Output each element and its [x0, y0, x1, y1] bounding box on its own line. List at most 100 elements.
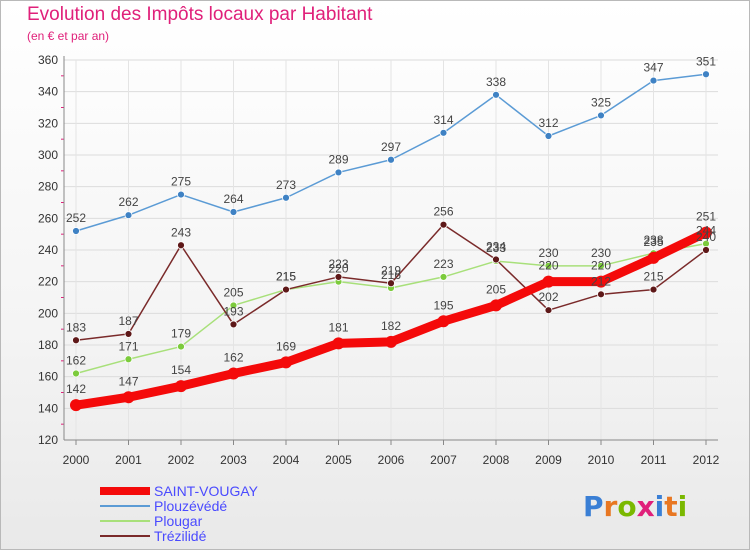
data-label-saint-vougay: 182	[381, 319, 401, 333]
data-label-plougar: 238	[643, 233, 663, 247]
x-tick-label: 2004	[273, 453, 300, 467]
data-point-saint-vougay	[122, 391, 135, 404]
data-point-plouzevede	[649, 76, 658, 85]
data-label-plouzevede: 289	[328, 152, 348, 166]
y-tick-label: 160	[38, 370, 58, 384]
data-label-saint-vougay: 235	[643, 235, 663, 249]
data-point-saint-vougay	[70, 399, 82, 412]
logo-letter: x	[636, 490, 655, 523]
x-tick-label: 2006	[378, 453, 405, 467]
data-label-plouzevede: 252	[66, 211, 86, 225]
data-point-saint-vougay	[490, 299, 502, 312]
x-tick-label: 2009	[535, 453, 562, 467]
data-point-saint-vougay	[332, 337, 345, 350]
data-label-saint-vougay: 205	[486, 282, 506, 296]
logo-letter: o	[617, 490, 637, 523]
data-point-trezilide	[649, 285, 658, 294]
data-label-plougar: 230	[538, 246, 558, 260]
data-label-trezilide: 215	[643, 270, 663, 284]
data-label-plougar: 205	[223, 285, 243, 299]
data-label-plouzevede: 262	[118, 195, 138, 209]
data-point-trezilide	[334, 273, 343, 281]
proxiti-logo: Proxiti	[583, 490, 687, 523]
y-tick-label: 360	[38, 53, 58, 67]
data-label-trezilide: 183	[66, 320, 86, 334]
data-point-trezilide	[492, 255, 500, 264]
data-point-plougar	[229, 301, 238, 310]
chart-title: Evolution des Impôts locaux par Habitant	[27, 4, 373, 25]
legend-label-trezilide: Trézilidé	[154, 528, 207, 544]
data-label-saint-vougay: 142	[66, 382, 86, 396]
y-tick-label: 260	[38, 211, 58, 225]
data-point-trezilide	[439, 220, 448, 229]
data-label-saint-vougay: 154	[171, 363, 191, 377]
x-tick-label: 2002	[168, 453, 195, 467]
data-point-saint-vougay	[542, 275, 555, 288]
data-point-plouzevede	[439, 128, 448, 137]
data-label-saint-vougay: 162	[223, 351, 243, 365]
data-point-plougar	[72, 369, 80, 378]
data-label-plougar: 230	[591, 246, 611, 260]
legend-label-plouzevede: Plouzévédé	[154, 498, 228, 514]
data-point-plouzevede	[492, 90, 500, 99]
data-label-plougar: 223	[433, 257, 453, 271]
data-labels: 252 262 275 264 273 289 297 314 338 312 325 347 351 1…	[66, 54, 716, 396]
data-label-plouzevede: 347	[643, 61, 663, 75]
logo-letter: t	[664, 490, 678, 523]
x-tick-label: 2007	[430, 453, 457, 467]
data-point-saint-vougay	[385, 335, 397, 348]
data-label-plougar: 220	[328, 262, 348, 276]
data-label-plougar: 179	[171, 327, 191, 341]
data-point-plouzevede	[177, 190, 185, 199]
data-label-trezilide: 187	[118, 314, 138, 328]
data-point-saint-vougay	[227, 367, 240, 380]
data-label-trezilide: 215	[276, 270, 296, 284]
axes: 120 140 160 180 200 220 240 260 280 300 320 340 360 2…	[38, 53, 720, 467]
y-tick-label: 240	[38, 243, 58, 257]
series-saint-vougay	[70, 226, 712, 412]
chart-subtitle: (en € et par an)	[27, 29, 110, 43]
y-tick-label: 140	[38, 401, 58, 415]
x-tick-label: 2008	[483, 453, 510, 467]
data-point-trezilide	[177, 241, 185, 250]
y-tick-label: 300	[38, 148, 58, 162]
data-label-saint-vougay: 181	[328, 320, 348, 334]
series-trezilide	[72, 220, 710, 345]
data-point-trezilide	[597, 290, 605, 299]
data-label-saint-vougay: 220	[538, 259, 558, 273]
data-point-plougar	[597, 261, 605, 270]
data-point-plouzevede	[702, 70, 710, 79]
data-point-trezilide	[544, 306, 553, 315]
logo-letter: i	[654, 490, 665, 523]
data-label-plougar: 244	[696, 224, 716, 238]
data-point-saint-vougay	[595, 275, 607, 288]
data-point-plouzevede	[72, 227, 80, 235]
logo-letter: P	[583, 490, 604, 523]
data-label-trezilide: 193	[223, 304, 243, 318]
x-tick-label: 2005	[325, 453, 352, 467]
legend-swatch-plouzevede	[100, 505, 150, 507]
data-label-saint-vougay: 220	[591, 259, 611, 273]
data-label-plouzevede: 314	[433, 113, 453, 127]
data-label-trezilide: 234	[486, 240, 506, 254]
data-point-saint-vougay	[280, 356, 292, 369]
y-tick-label: 180	[38, 338, 58, 352]
series-plouzevede	[72, 70, 710, 235]
data-label-plouzevede: 273	[276, 178, 296, 192]
data-point-plouzevede	[387, 155, 395, 164]
series-layer	[70, 70, 712, 412]
data-label-trezilide: 240	[696, 230, 716, 244]
data-point-plouzevede	[124, 211, 133, 220]
data-label-plougar: 171	[118, 339, 138, 353]
data-point-trezilide	[72, 336, 80, 345]
data-point-plouzevede	[544, 132, 553, 140]
data-label-saint-vougay: 195	[433, 298, 453, 312]
y-tick-label: 220	[38, 275, 58, 289]
data-label-plougar: 215	[276, 270, 296, 284]
data-label-saint-vougay: 251	[696, 210, 716, 224]
data-point-trezilide	[702, 246, 710, 254]
data-point-trezilide	[124, 330, 133, 338]
data-point-plouzevede	[334, 168, 343, 177]
data-label-plouzevede: 338	[486, 75, 506, 89]
data-label-trezilide: 223	[328, 257, 348, 271]
